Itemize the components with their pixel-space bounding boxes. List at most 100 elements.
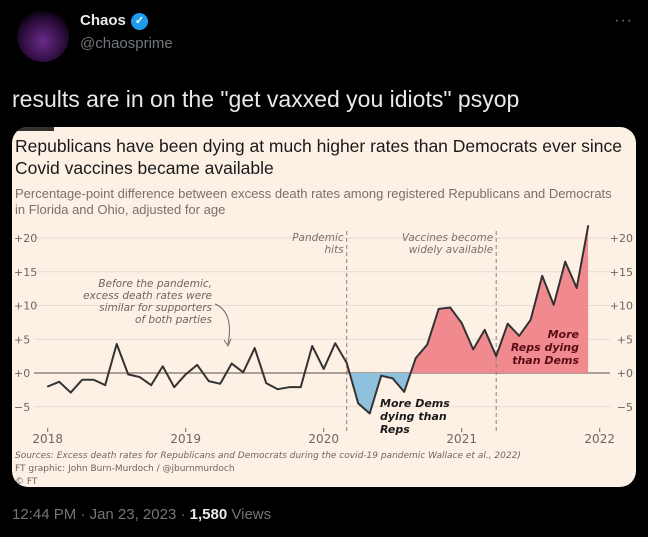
data-point [81,378,83,381]
data-point [127,373,129,376]
y-tick-label-left: +5 [14,333,30,346]
annotation-before-pandemic: of both parties [135,314,213,326]
annotation-more-reps: More [548,328,580,341]
event-label: hits [325,244,345,256]
separator: · [80,506,86,523]
data-point [207,380,210,382]
data-point [288,386,291,388]
data-point [529,318,532,321]
source-line: © FT [15,477,38,487]
data-point [587,225,589,227]
data-point [230,362,233,365]
x-tick-label: 2019 [170,432,201,446]
data-point [541,275,543,277]
data-point [311,345,314,347]
x-tick-label: 2022 [584,432,615,446]
tweet-meta: 12:44 PM · Jan 23, 2023 · 1,580 Views [12,506,271,523]
data-point [575,287,578,289]
y-tick-label-left: +15 [14,266,37,279]
x-tick-label: 2020 [308,432,339,446]
annotation-arrow [214,303,230,345]
event-label: Vaccines become [402,232,493,244]
chart-svg: +20 +20 +15 +15 +10 +10 +5 +5 +0 +0 −5 −5 2018 2019 20… [14,225,633,487]
annotation-before-pandemic: excess death rates were [83,290,212,302]
data-point [506,322,509,325]
data-point [299,386,302,388]
data-point [483,329,486,331]
data-point [368,412,371,415]
y-tick-label-right: +20 [610,232,633,245]
annotation-more-dems: More Dems [380,397,450,410]
data-point [552,304,555,306]
ft-top-bar [12,127,54,131]
area-reps-higher [346,225,589,373]
avatar[interactable] [17,10,69,62]
y-tick-label-left: +0 [14,367,30,380]
data-point [253,347,256,349]
display-name[interactable]: Chaos [80,12,126,29]
annotation-more-reps: Reps dying [511,341,579,354]
tweet-date[interactable]: Jan 23, 2023 [89,506,177,523]
source-line: FT graphic: John Burn-Murdoch / @jburnmu… [15,464,235,474]
annotation-more-dems: dying than [380,410,447,423]
data-point [345,362,348,364]
verified-badge-icon: ✓ [131,13,148,30]
data-point [138,376,141,378]
data-point [58,380,60,383]
data-point [161,365,164,368]
data-point [173,386,175,388]
annotation-more-dems: Reps [380,423,410,436]
data-point [265,382,267,384]
event-label: widely available [409,244,494,256]
annotation-before-pandemic: Before the pandemic, [98,278,212,290]
tweet-text: results are in on the "get vaxxed you id… [12,86,520,112]
data-point [472,348,475,351]
data-point [276,388,279,391]
data-point [219,383,221,385]
separator: · [180,506,186,523]
data-point [518,335,520,337]
source-line: Sources: Excess death rates for Republic… [15,451,521,461]
data-point [334,342,337,345]
annotation-arrowhead [223,338,232,348]
views-label: Views [231,506,272,523]
y-tick-label-left: +20 [14,232,37,245]
data-point [564,260,566,263]
data-point [92,378,95,381]
y-tick-label-right: +10 [610,300,633,313]
tweet-time[interactable]: 12:44 PM [12,506,77,523]
data-point [357,402,360,405]
y-tick-label-right: +0 [617,367,633,380]
data-point [495,355,498,357]
data-point [426,343,429,346]
data-point [380,374,383,377]
data-point [437,308,440,310]
data-point [460,322,463,324]
data-point [414,357,417,359]
handle[interactable]: @chaosprime [80,35,173,52]
data-point [449,306,452,309]
views-count: 1,580 [189,506,228,523]
data-point [242,371,244,374]
data-point [403,391,406,393]
chart-subtitle: Percentage-point difference between exce… [15,186,612,217]
y-tick-label-left: +10 [14,300,37,313]
more-horizontal-icon[interactable]: ··· [614,12,633,29]
x-tick-label: 2018 [32,432,63,446]
chart-title: Republicans have been dying at much high… [15,136,623,178]
data-point [104,384,106,386]
data-point [150,384,152,386]
area-dems-higher [346,373,589,414]
data-point [196,364,198,366]
series-line [47,225,590,415]
data-point [184,373,187,376]
annotation-more-reps: than Dems [512,354,579,367]
data-point [391,377,394,380]
data-point [69,391,72,394]
y-tick-label-right: −5 [617,401,633,414]
event-label: Pandemic [292,232,344,244]
chart-image[interactable]: Republicans have been dying at much high… [12,127,636,487]
y-tick-label-right: +15 [610,266,633,279]
data-point [46,385,49,388]
x-tick-label: 2021 [446,432,477,446]
